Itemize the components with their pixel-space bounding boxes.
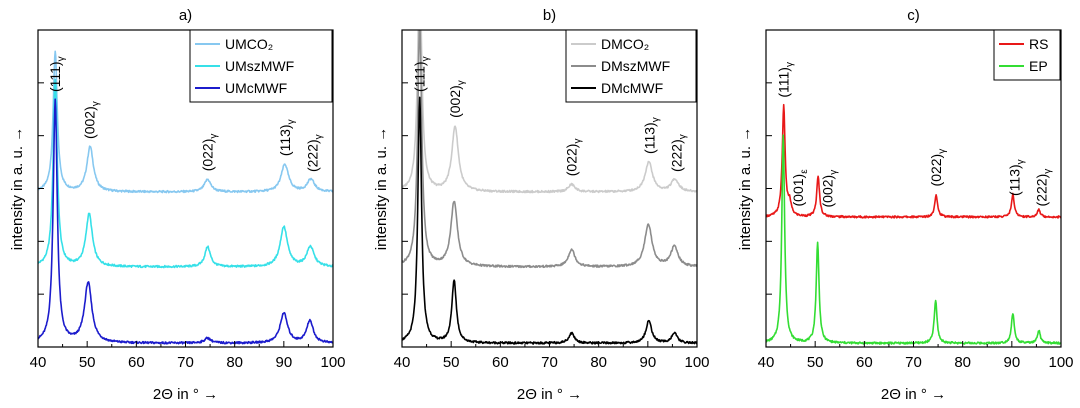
x-axis-title: 2Θ in ° → [153,386,218,403]
y-axis-title: intensity in a. u. → [737,127,754,250]
legend-entry: UMszMWF [225,58,294,74]
panel-label: a) [179,7,192,24]
x-tick-label: 40 [30,354,47,371]
peak-label: (001)ε [790,169,810,207]
series-line-umszmwf [38,78,333,269]
x-tick-label: 70 [905,354,922,371]
legend: DMCO₂ DMszMWF DMcMWF [565,29,697,103]
x-tick-label: 40 [394,354,411,371]
peak-label: (002)γ [82,101,102,139]
x-tick-label: 70 [177,354,194,371]
x-axis-title: 2Θ in ° → [881,386,946,403]
peak-label: (022)γ [200,134,220,172]
peak-label: (113)γ [641,117,661,154]
x-tick-label: 80 [226,354,243,371]
series-line-dmszmwf [402,30,697,269]
x-tick-label: 60 [856,354,873,371]
x-tick-label: 80 [954,354,971,371]
x-tick-label: 50 [443,354,460,371]
x-tick-label: 70 [541,354,558,371]
peak-label: (022)γ [564,139,584,177]
x-tick-label: 100 [684,354,709,371]
x-tick-label: 100 [1048,354,1073,371]
x-tick-label: 60 [492,354,509,371]
legend-entry: RS [1029,36,1048,52]
peak-label: (222)γ [668,134,688,172]
x-tick-label: 50 [807,354,824,371]
legend-entry: UMcMWF [225,80,287,96]
legend-entry: DMcMWF [601,80,663,96]
legend-entry: UMCO₂ [225,36,273,52]
legend-box [993,29,1061,81]
x-tick-label: 90 [275,354,292,371]
x-tick-label: 80 [590,354,607,371]
legend: UMCO₂ UMszMWF UMcMWF [189,29,333,103]
peak-label: (111)γ [47,56,67,92]
peak-label: (022)γ [928,149,948,187]
peak-label: (002)γ [819,170,839,208]
series-line-umco [38,50,333,194]
peak-label: (222)γ [304,134,324,172]
x-tick-label: 90 [639,354,656,371]
x-tick-label: 60 [128,354,145,371]
series-line-rs [766,103,1061,219]
peak-label: (111)γ [776,62,796,98]
peak-label: (111)γ [412,56,432,92]
peak-label: (113)γ [277,119,297,156]
chart-panel-3: 40 50 60 70 80 90 100 2Θ in ° → intensity in a. … [737,7,1074,403]
x-tick-label: 50 [79,354,96,371]
legend-entry: DMszMWF [601,58,670,74]
chart-panel-2: 40 50 60 70 80 90 100 2Θ in ° → intensity in a. … [373,7,710,403]
series-line-dmco [402,30,697,194]
legend: RS EP [993,29,1061,81]
peak-label: (002)γ [447,80,467,118]
legend-entry: EP [1029,58,1048,74]
panel-label: b) [543,7,556,24]
peak-label: (113)γ [1006,159,1026,196]
y-axis-title: intensity in a. u. → [373,127,390,250]
x-tick-label: 100 [320,354,345,371]
y-axis-title: intensity in a. u. → [9,127,26,250]
panel-label: c) [907,7,920,24]
x-tick-label: 90 [1003,354,1020,371]
chart-panel-1: 40 50 60 70 80 90 100 2Θ in ° → intensity in a. … [9,7,346,403]
peak-label: (222)γ [1033,169,1053,207]
x-axis-title: 2Θ in ° → [517,386,582,403]
x-tick-label: 40 [758,354,775,371]
legend-entry: DMCO₂ [601,36,649,52]
